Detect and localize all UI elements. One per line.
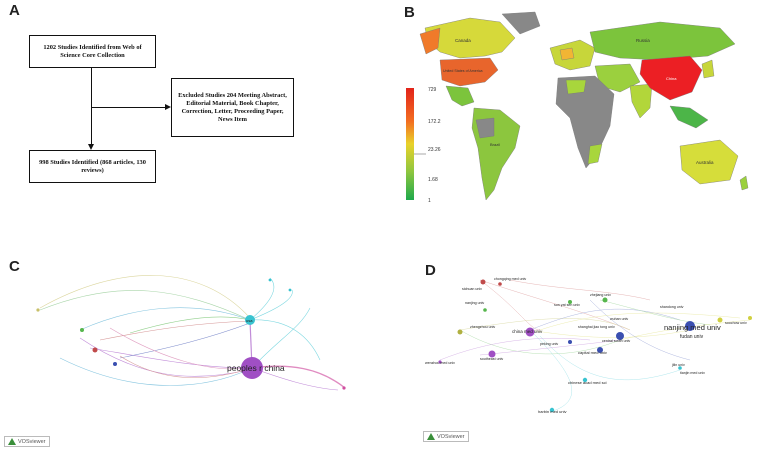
network-label: tianjin med univ [680,371,705,375]
legend-tick: 1 [428,198,431,204]
map-region [629,83,653,119]
network-node [438,360,442,364]
panel-label-d: D [425,262,436,279]
map-label-usa: United States of America [443,69,483,73]
panel-label-c: C [9,258,20,275]
map-label-russia: Russia [636,38,650,43]
map-label-australia: Australia [696,160,714,165]
network-label: soochow univ [725,321,747,325]
legend-tick: 729 [428,87,437,93]
arrow-right-icon [165,104,171,110]
network-label: southeast univ [480,357,503,361]
network-label: chongqing med univ [494,277,526,281]
network-label-china: peoples r china [227,363,285,373]
map-region [559,47,575,61]
network-label: chinese acad med sci [568,380,607,385]
map-region [587,143,603,165]
vosviewer-mark-icon [427,433,435,440]
network-node [717,317,723,323]
network-node [568,300,572,304]
map-region [639,55,703,101]
panel-label-b: B [404,4,415,21]
vosviewer-text: VOSviewer [437,433,465,440]
flowchart-box-identified: 1202 Studies Identified from Web of Scie… [29,35,156,68]
country-network: peoples r china usa [36,275,346,391]
network-label: fudan univ [680,334,704,340]
network-node [582,377,588,383]
network-node [113,362,117,366]
world-map: Canada United States of America Russia C… [406,11,749,204]
network-label: sun yat sen univ [554,303,580,307]
network-node [602,297,608,303]
network-node [498,282,502,286]
panel-label-a: A [9,2,20,19]
vosviewer-logo-d: VOSviewer [423,431,469,442]
flowchart-box-excluded: Excluded Studies 204 Meeting Abstract, E… [171,78,294,137]
network-node [457,329,463,335]
network-node [685,321,695,331]
flowchart-box-included: 998 Studies Identified (868 articles, 13… [29,150,156,183]
arrow-down-icon [88,144,94,150]
network-node [80,328,84,332]
network-label-usa: usa [246,318,253,323]
legend-ticks: 729 172.2 23.26 1.68 1 [428,87,441,204]
network-node [488,350,496,358]
vosviewer-text: VOSviewer [18,438,46,445]
network-label: shanghai jiao tong univ [578,325,615,329]
network-label: wuhan univ [610,317,628,321]
network-node [342,386,346,390]
map-region [589,21,736,61]
network-node [678,366,682,370]
network-node [92,347,98,353]
network-node [36,308,40,312]
vosviewer-logo-c: VOSviewer [4,436,50,447]
network-node [549,407,555,413]
vosviewer-mark-icon [8,438,16,445]
network-node-china [241,357,263,379]
network-label: capital med univ [578,350,607,355]
network-node [268,278,272,282]
legend-tick: 1.68 [428,177,438,183]
network-node [483,308,487,312]
network-node [597,347,603,353]
network-node [616,332,624,340]
map-region [739,175,749,191]
legend-tick: 23.26 [428,147,441,153]
map-label-brazil: Brazil [490,142,500,147]
network-node [525,327,535,337]
map-region [565,79,587,95]
legend-tick: 172.2 [428,119,441,125]
network-label: wenzhou med univ [425,361,455,365]
network-label: zhejiang univ [590,293,611,297]
network-label: harbin med univ [538,409,566,414]
network-node [748,316,752,320]
network-node [480,279,486,285]
map-region [701,59,715,79]
network-node [568,340,572,344]
map-region [445,85,475,107]
map-label-china: China [666,76,677,81]
network-node-usa [245,315,255,325]
map-region [669,105,709,129]
flowchart-connector [91,107,167,109]
map-region [419,27,441,55]
network-label: zhengzhou univ [470,325,495,329]
map-region [475,117,495,139]
network-label: china med univ [512,329,543,334]
network-label: central south univ [602,339,630,343]
network-label: jilin univ [671,363,685,367]
network-label: sichuan univ [462,287,482,291]
map-region [501,11,541,35]
network-label: nanjing med univ [664,323,721,332]
network-node [288,288,292,292]
map-label-canada: Canada [455,38,471,43]
network-label: shandong univ [660,305,684,309]
legend-colorbar [406,88,414,200]
map-region [679,139,739,185]
network-label: nanjing univ [465,301,484,305]
institution-network: nanjing med univ china med univ shanghai… [425,277,752,414]
network-label: peking univ [540,342,558,346]
map-region [439,57,499,87]
map-region [555,75,615,169]
